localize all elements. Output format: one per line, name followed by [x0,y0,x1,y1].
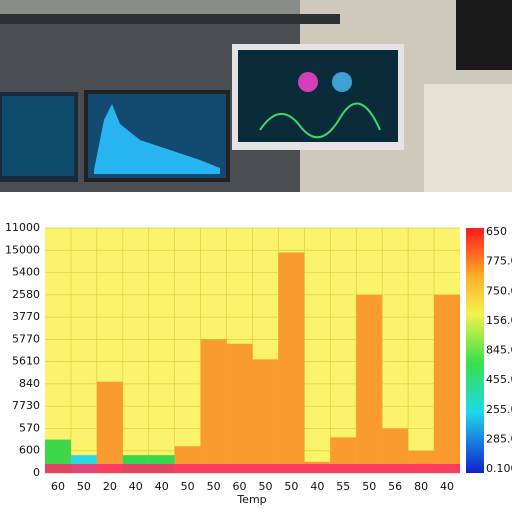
y-tick-label: 600 [19,444,40,457]
bar [434,294,460,473]
x-tick-label: 50 [258,480,272,493]
baseline-strip [45,464,460,473]
y-tick-label: 7730 [12,399,40,412]
colorbar-label: 156.0 [486,314,512,327]
colorbar-label: 775.0 [486,255,512,268]
colorbar-label: 255.0 [486,403,512,416]
x-tick-label: 40 [310,480,324,493]
colorbar-label: 0.1000 [486,462,512,475]
colorbar-label: 845.0 [486,344,512,357]
x-tick-label: 50 [77,480,91,493]
x-tick-label: 60 [51,480,65,493]
y-tick-label: 2580 [12,288,40,301]
x-axis-label: Temp [236,493,266,506]
x-tick-label: 56 [388,480,402,493]
y-tick-label: 0 [33,466,40,479]
x-tick-label: 50 [284,480,298,493]
bar [278,252,305,473]
x-tick-label: 60 [233,480,247,493]
y-tick-label: 11000 [5,221,40,234]
bar [226,343,253,473]
x-tick-label: 40 [440,480,454,493]
photo [0,0,512,192]
y-tick-label: 5610 [12,355,40,368]
y-tick-label: 570 [19,421,40,434]
x-tick-label: 50 [181,480,195,493]
x-tick-label: 80 [414,480,428,493]
colorbar-label: 285.0 [486,432,512,445]
colorbar-label: 750.00 [486,284,512,297]
y-tick-label: 5400 [12,266,40,279]
x-tick-label: 40 [155,480,169,493]
y-tick-label: 5770 [12,332,40,345]
x-tick-label: 20 [103,480,117,493]
x-tick-label: 55 [336,480,350,493]
colorbar-label: 455.0 [486,373,512,386]
bar [200,339,227,473]
bar [356,294,383,473]
colorbar-label: 650 [486,225,507,238]
colorbar [466,228,484,473]
bar [252,359,279,473]
y-tick-label: 840 [19,377,40,390]
y-tick-label: 3770 [12,310,40,323]
x-tick-label: 40 [129,480,143,493]
bar [96,381,123,473]
x-tick-label: 50 [362,480,376,493]
x-tick-label: 50 [207,480,221,493]
y-tick-label: 15000 [5,243,40,256]
